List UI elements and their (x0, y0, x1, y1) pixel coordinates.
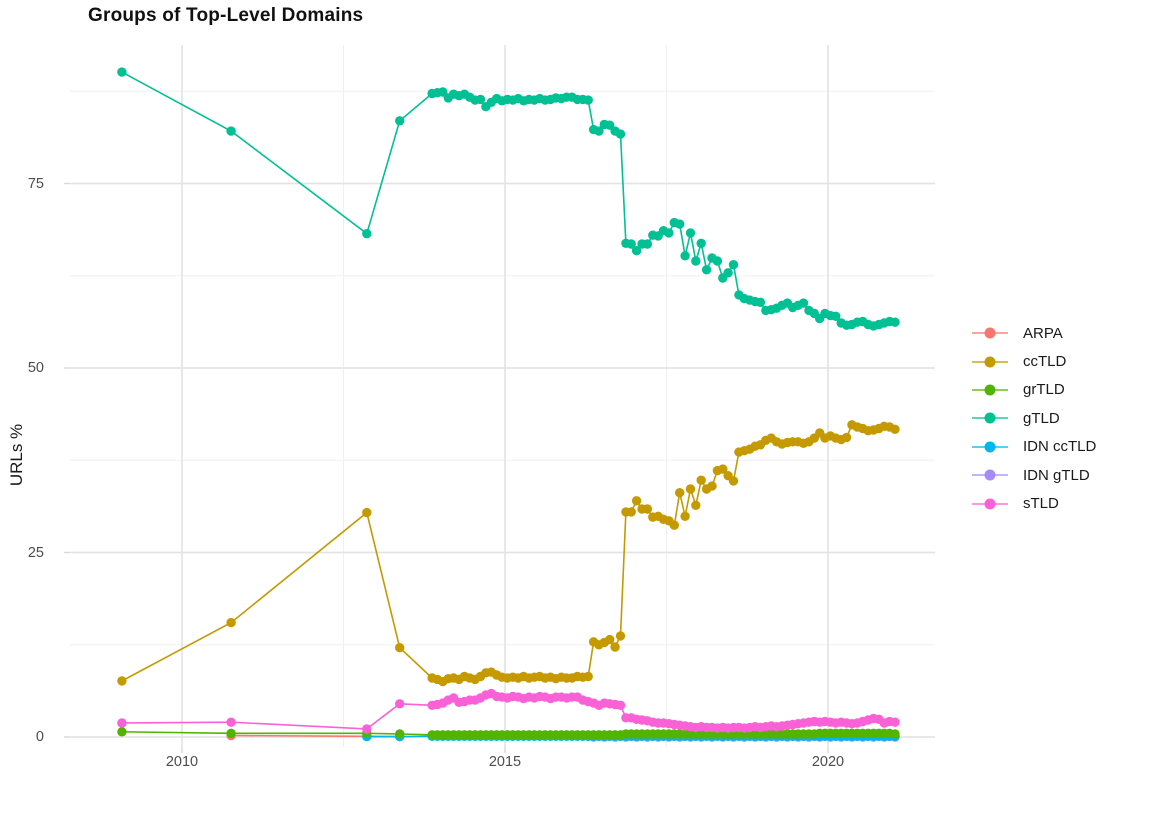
data-point (117, 718, 127, 728)
data-point (675, 219, 685, 229)
data-point (605, 634, 615, 645)
data-point (890, 317, 900, 327)
data-point (583, 671, 593, 682)
data-point (615, 631, 626, 641)
data-point (226, 126, 236, 136)
legend-label: gTLD (1023, 409, 1060, 427)
data-point (226, 728, 236, 738)
data-point (675, 488, 685, 498)
data-point (395, 699, 405, 709)
y-tick-label: 75 (27, 175, 44, 192)
legend-key-icon (972, 498, 1008, 510)
data-point (718, 464, 728, 474)
legend-key-icon (972, 469, 1008, 481)
data-point (642, 504, 653, 514)
data-point (890, 424, 900, 434)
data-point (728, 476, 739, 486)
data-point (680, 251, 690, 261)
data-point (583, 95, 593, 105)
data-point (728, 260, 739, 270)
data-point (395, 729, 405, 739)
data-point (755, 297, 766, 307)
chart-title: Groups of Top-Level Domains (88, 5, 364, 26)
data-point (615, 700, 626, 710)
data-point (626, 507, 636, 517)
legend: ARPA ccTLD grTLD gTLD IDN ccTLD IDN gTLD sTLD (970, 319, 1096, 518)
x-tick-label: 2015 (488, 754, 522, 770)
series-stld (117, 688, 900, 734)
data-point (395, 643, 405, 653)
legend-item-stld: sTLD (970, 489, 1096, 517)
x-tick-label: 2010 (165, 754, 199, 770)
legend-item-gtld: gTLD (970, 404, 1096, 432)
data-point (712, 256, 723, 266)
data-point (631, 496, 642, 506)
legend-label: grTLD (1023, 381, 1065, 399)
y-tick-label: 50 (27, 360, 44, 376)
data-point (841, 432, 852, 443)
data-point (226, 717, 236, 727)
series-gtld (117, 67, 900, 331)
y-tick-label: 25 (27, 544, 44, 561)
data-point (117, 727, 127, 737)
data-point (226, 617, 236, 628)
data-point (685, 228, 696, 238)
data-point (475, 94, 486, 105)
data-point (626, 239, 636, 249)
legend-item-arpa: ARPA (970, 319, 1096, 347)
data-point (680, 511, 690, 521)
legend-key-icon (972, 327, 1008, 339)
data-point (642, 239, 653, 249)
data-point (395, 116, 405, 126)
series-line (121, 71, 896, 327)
data-point (685, 484, 696, 494)
data-point (664, 228, 674, 238)
series-cctld (117, 420, 900, 687)
legend-label: ccTLD (1023, 353, 1067, 371)
data-point (362, 229, 372, 239)
data-point (691, 256, 701, 266)
data-point (669, 520, 679, 530)
legend-key-icon (972, 441, 1008, 453)
data-point (117, 676, 127, 686)
x-tick-label: 2020 (811, 754, 845, 770)
legend-label: IDN gTLD (1023, 466, 1090, 484)
data-point (707, 481, 717, 491)
legend-item-grtld: grTLD (970, 376, 1096, 404)
legend-label: sTLD (1023, 495, 1059, 513)
y-tick-label: 0 (35, 729, 44, 745)
legend-item-cctld: ccTLD (970, 347, 1096, 375)
data-point (696, 475, 706, 485)
data-point (890, 717, 900, 727)
data-point (696, 238, 706, 248)
data-point (723, 268, 733, 278)
legend-item-idn-gtld: IDN gTLD (970, 461, 1096, 489)
data-point (890, 729, 900, 739)
data-point (594, 126, 604, 136)
data-point (362, 507, 372, 518)
data-point (610, 642, 620, 652)
data-point (798, 298, 809, 308)
legend-label: IDN ccTLD (1023, 438, 1097, 456)
data-point (117, 67, 127, 77)
data-point (691, 500, 701, 510)
data-point (615, 129, 626, 139)
data-point (631, 246, 642, 256)
data-point (831, 311, 841, 321)
legend-label: ARPA (1023, 324, 1063, 342)
legend-key-icon (972, 356, 1008, 368)
legend-key-icon (972, 412, 1008, 424)
legend-key-icon (972, 384, 1008, 396)
data-point (362, 724, 372, 734)
data-point (701, 265, 712, 275)
legend-item-idn-cctld: IDN ccTLD (970, 433, 1096, 461)
